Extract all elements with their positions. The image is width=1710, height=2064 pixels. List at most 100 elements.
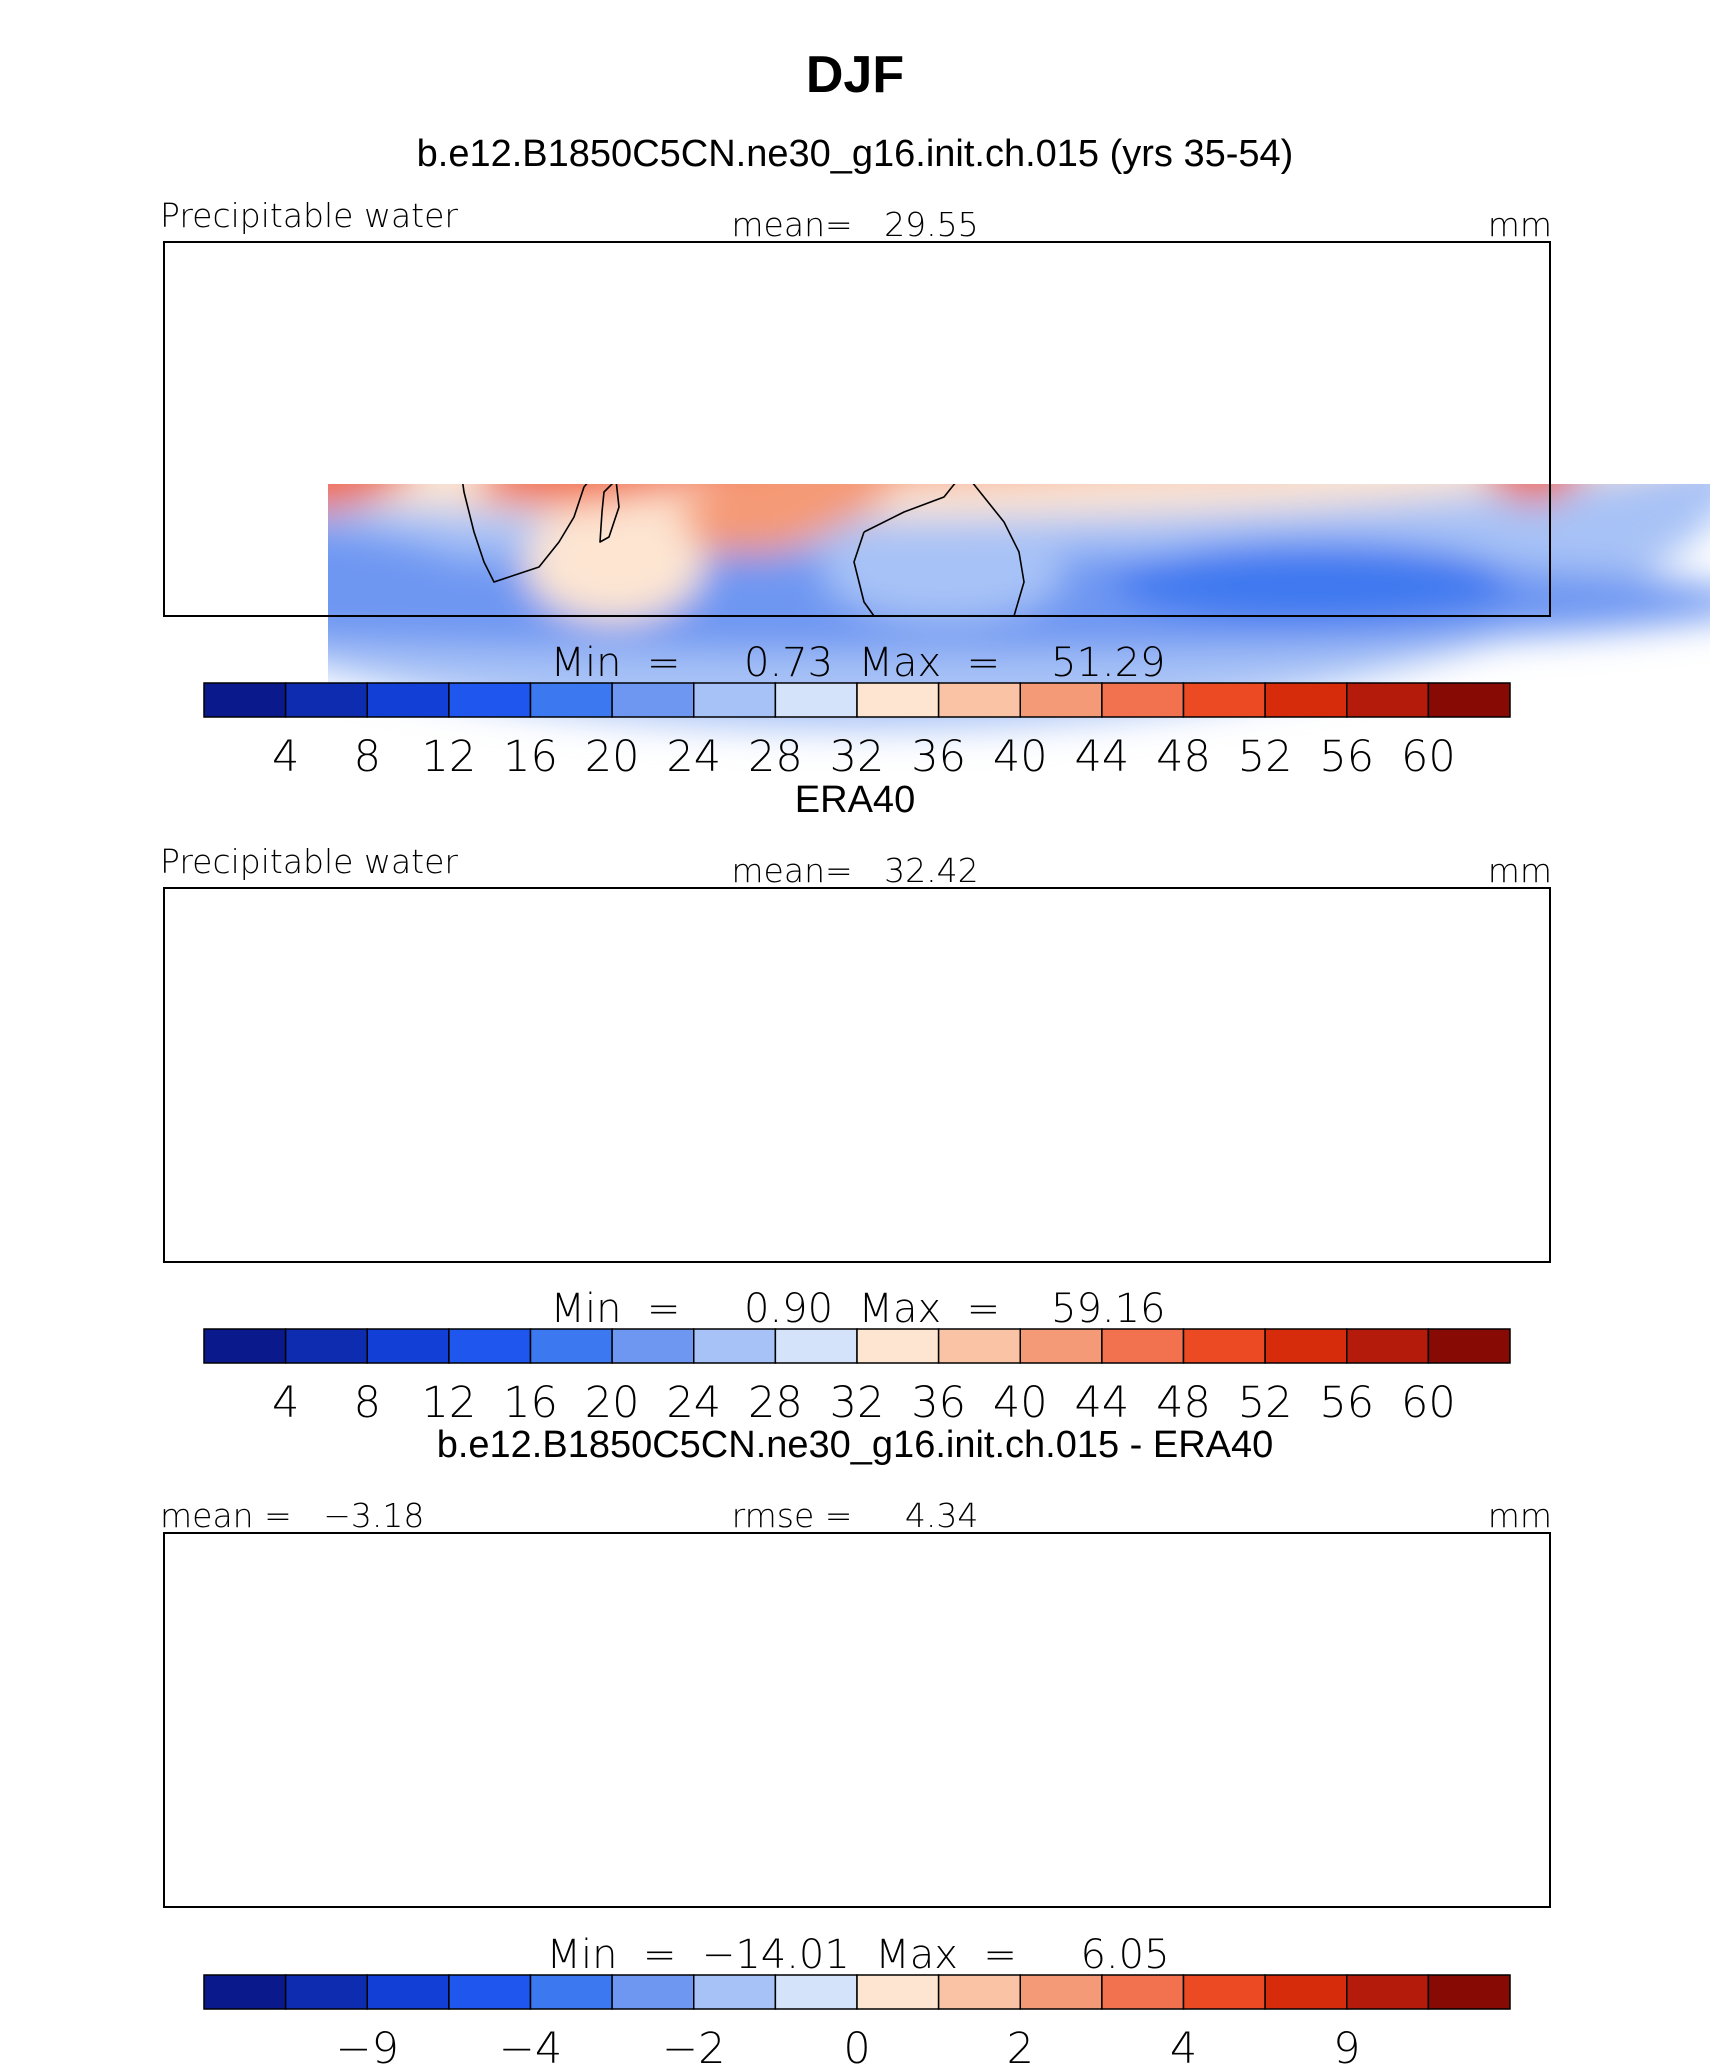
colorbar-tick-label: −4 bbox=[499, 2024, 562, 2064]
contour-region bbox=[824, 522, 1064, 622]
colorbar-tick-label: 16 bbox=[503, 732, 558, 782]
colorbar-tick-label: 16 bbox=[503, 1378, 558, 1428]
colorbar-tick-label: 52 bbox=[1238, 732, 1293, 782]
coastline bbox=[1504, 1038, 1550, 1118]
contour-region bbox=[0, 965, 1710, 1185]
coastline bbox=[852, 397, 894, 447]
colorbar-box bbox=[1427, 682, 1511, 718]
colorbar-tick-label: 0 bbox=[843, 2024, 870, 2064]
units-label: mm bbox=[1488, 1496, 1552, 1535]
coastline bbox=[724, 948, 784, 1023]
coastline bbox=[764, 1063, 924, 1123]
colorbar-box bbox=[366, 682, 450, 718]
panel-title: b.e12.B1850C5CN.ne30_g16.init.ch.015 (yr… bbox=[417, 133, 1294, 175]
colorbar-box bbox=[1427, 1328, 1511, 1364]
colorbar-tick-label: 4 bbox=[1170, 2024, 1197, 2064]
coastline bbox=[904, 347, 919, 392]
coastline bbox=[1504, 312, 1544, 337]
colorbar-box bbox=[856, 682, 940, 718]
contour-region bbox=[966, 294, 1163, 431]
coastline bbox=[954, 1093, 1049, 1128]
coastline bbox=[1504, 958, 1544, 983]
coastline bbox=[852, 1043, 894, 1093]
coastlines bbox=[164, 1533, 1550, 1907]
min-max-label: Min = 0.73 Max = 51.29 bbox=[551, 640, 1166, 686]
contour-region bbox=[1314, 1653, 1614, 1753]
colorbar: 4 8 12 16 20 24 28 32 36 40 44 48 52 56 60 bbox=[203, 682, 1511, 782]
coastlines bbox=[462, 257, 1544, 617]
coastline bbox=[1204, 973, 1212, 983]
colorbar-box bbox=[774, 682, 858, 718]
coastline bbox=[359, 893, 644, 1228]
colorbar-box bbox=[1346, 1328, 1430, 1364]
colorbar-box bbox=[611, 682, 695, 718]
coastline bbox=[724, 1593, 784, 1668]
contour-region bbox=[419, 1041, 748, 1175]
colorbar-tick-label: 32 bbox=[830, 1378, 885, 1428]
colorbar-tick-label: 2 bbox=[1007, 2024, 1034, 2064]
coastline bbox=[764, 417, 924, 477]
colorbar: −9 −4 −2 0 2 4 9 bbox=[203, 1974, 1511, 2064]
contour-region bbox=[314, 888, 674, 1028]
coastline bbox=[909, 257, 979, 337]
colorbar-box bbox=[1427, 1974, 1511, 2010]
colorbar-tick-label: −9 bbox=[336, 2024, 399, 2064]
colorbar-tick-label: 40 bbox=[993, 1378, 1048, 1428]
colorbar-tick-label: 4 bbox=[272, 732, 299, 782]
colorbar-box bbox=[284, 1328, 368, 1364]
coastline bbox=[954, 1738, 1049, 1773]
colorbar-box bbox=[1264, 682, 1348, 718]
panel-difference: b.e12.B1850C5CN.ne30_g16.init.ch.015 - E… bbox=[0, 1424, 1710, 2064]
contour-region bbox=[1493, 484, 1575, 502]
contour-region bbox=[1164, 1748, 1424, 1838]
colorbar-tick-label: 12 bbox=[422, 1378, 477, 1428]
colorbar-box bbox=[1346, 1974, 1430, 2010]
panel-title: b.e12.B1850C5CN.ne30_g16.init.ch.015 - E… bbox=[437, 1424, 1274, 1466]
coastline bbox=[584, 898, 914, 968]
coastline bbox=[852, 1688, 894, 1738]
coastline bbox=[779, 1623, 824, 1708]
coastline bbox=[584, 1543, 914, 1613]
coastline bbox=[164, 998, 304, 1262]
contour-region bbox=[0, 1668, 1710, 1768]
colorbar-tick-label: 20 bbox=[585, 732, 640, 782]
colorbar-box bbox=[366, 1328, 450, 1364]
colorbar-box bbox=[611, 1974, 695, 2010]
colorbar-box bbox=[448, 1974, 532, 2010]
coastline bbox=[599, 484, 620, 543]
contour-region bbox=[864, 1693, 1464, 1753]
contour-region bbox=[174, 1058, 274, 1138]
contour-region bbox=[264, 1583, 664, 1803]
panel-title: ERA40 bbox=[795, 779, 915, 821]
mean-label: mean= 32.42 bbox=[731, 851, 978, 890]
colorbar-box bbox=[1101, 1328, 1185, 1364]
coastline bbox=[1354, 1533, 1509, 1683]
map-frame bbox=[163, 887, 1551, 1263]
contour-region bbox=[184, 1018, 444, 1178]
map-frame bbox=[163, 1532, 1551, 1908]
colorbar-tick-label: 4 bbox=[272, 1378, 299, 1428]
coastline bbox=[779, 332, 824, 417]
contour-region bbox=[843, 1044, 1365, 1131]
coastline bbox=[1204, 327, 1212, 337]
coastline bbox=[909, 1548, 979, 1628]
figure-title: DJF bbox=[806, 46, 904, 104]
contour-region bbox=[0, 990, 1710, 1160]
coastline bbox=[600, 1126, 619, 1188]
colorbar-tick-label: 44 bbox=[1075, 732, 1130, 782]
rmse-label: rmse = 4.34 bbox=[732, 1496, 979, 1535]
contour-region bbox=[464, 1523, 864, 1663]
min-max-label: Min = −14.01 Max = 6.05 bbox=[546, 1932, 1169, 1978]
colorbar-box bbox=[1264, 1328, 1348, 1364]
mean-label: mean = −3.18 bbox=[160, 1496, 424, 1535]
colorbar-tick-label: 24 bbox=[666, 1378, 721, 1428]
coastline bbox=[764, 1708, 924, 1768]
colorbar-box bbox=[1101, 682, 1185, 718]
colorbar-box bbox=[529, 682, 613, 718]
contour-region bbox=[254, 1803, 554, 1903]
coastline bbox=[594, 1573, 674, 1648]
colorbar-box bbox=[1101, 1974, 1185, 2010]
contour-region bbox=[1224, 1763, 1384, 1823]
contour-region bbox=[1269, 1778, 1359, 1818]
contour-region bbox=[264, 1178, 504, 1258]
